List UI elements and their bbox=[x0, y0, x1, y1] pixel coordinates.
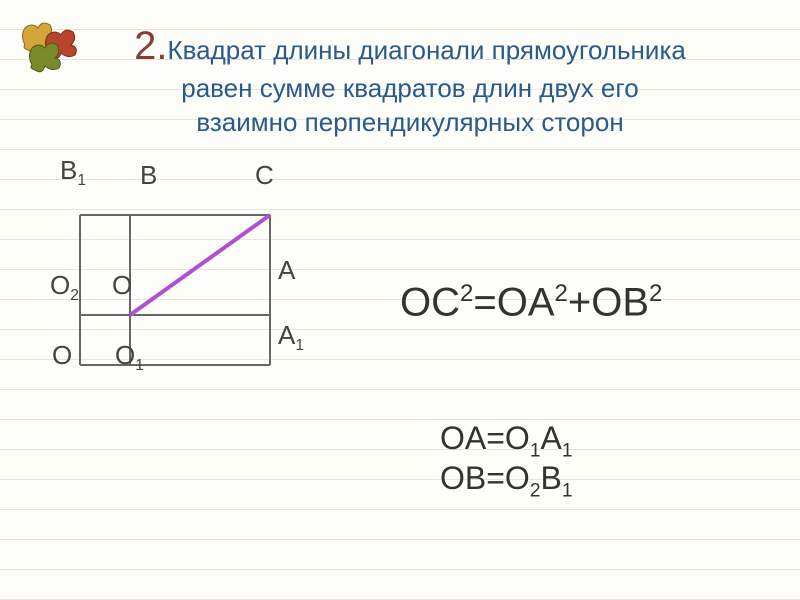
label-b: B bbox=[140, 160, 157, 191]
title-number: 2. bbox=[134, 24, 167, 68]
label-o2: O2 bbox=[50, 270, 79, 305]
formula-sub2: OB=O2B1 bbox=[440, 460, 573, 502]
title-line3: взаимно перпендикулярных сторон bbox=[196, 107, 623, 137]
label-o-bl: O bbox=[52, 340, 72, 371]
formula-main: OC2=OA2+OB2 bbox=[400, 280, 662, 325]
geometry-diagram: B1 B C A O2 O O O1 A1 bbox=[40, 160, 320, 440]
label-b1: B1 bbox=[60, 155, 86, 190]
title-line2: равен сумме квадратов длин двух его bbox=[181, 73, 639, 103]
label-c: C bbox=[255, 160, 274, 191]
diagonal-oc bbox=[130, 215, 270, 315]
formula-sub1: OA=O1A1 bbox=[440, 420, 573, 462]
label-o1: O1 bbox=[115, 340, 144, 375]
title-line1: Квадрат длины диагонали прямоугольника bbox=[168, 35, 686, 65]
label-o: O bbox=[112, 270, 132, 301]
oak-leaves-icon bbox=[10, 10, 90, 90]
slide-title: 2.Квадрат длины диагонали прямоугольника… bbox=[60, 20, 760, 140]
label-a1: A1 bbox=[278, 320, 304, 355]
label-a: A bbox=[278, 255, 295, 286]
